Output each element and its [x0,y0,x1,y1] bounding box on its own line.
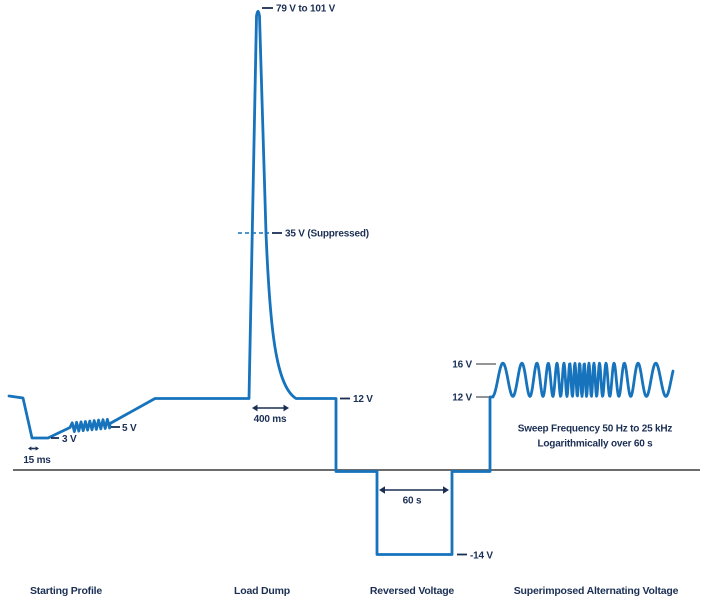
suppressed-voltage-label: 35 V (Suppressed) [285,229,369,240]
duration-60s-arrow [379,486,449,494]
start-5v-label: 5 V [122,423,137,434]
section-load-dump-label: Load Dump [234,585,290,597]
duration-400ms-arrow [252,404,289,412]
start-3v-label: 3 V [62,434,77,445]
sweep-line1-label: Sweep Frequency 50 Hz to 25 kHz [518,424,673,435]
reversed-neg14v-label: -14 V [470,551,493,562]
section-reversed-voltage-label: Reversed Voltage [370,585,455,597]
load-dump-12v-label: 12 V [353,394,373,405]
load-dump-400ms-label: 400 ms [254,414,287,425]
peak-voltage-label: 79 V to 101 V [276,4,336,15]
section-starting-profile-label: Starting Profile [30,585,102,597]
sweep-line2-label: Logarithmically over 60 s [537,439,653,450]
duration-arrows [28,404,449,494]
alt-12v-label: 12 V [452,393,472,404]
reversed-60s-label: 60 s [403,496,422,507]
duration-15ms-arrow [28,446,39,451]
alt-16v-label: 16 V [452,360,472,371]
labels-layer: 79 V to 101 V 35 V (Suppressed) 12 V 3 V… [23,4,679,598]
section-superimposed-label: Superimposed Alternating Voltage [514,585,679,597]
start-15ms-label: 15 ms [23,455,51,466]
level-ticks [51,7,496,556]
voltage-waveform [7,9,675,556]
